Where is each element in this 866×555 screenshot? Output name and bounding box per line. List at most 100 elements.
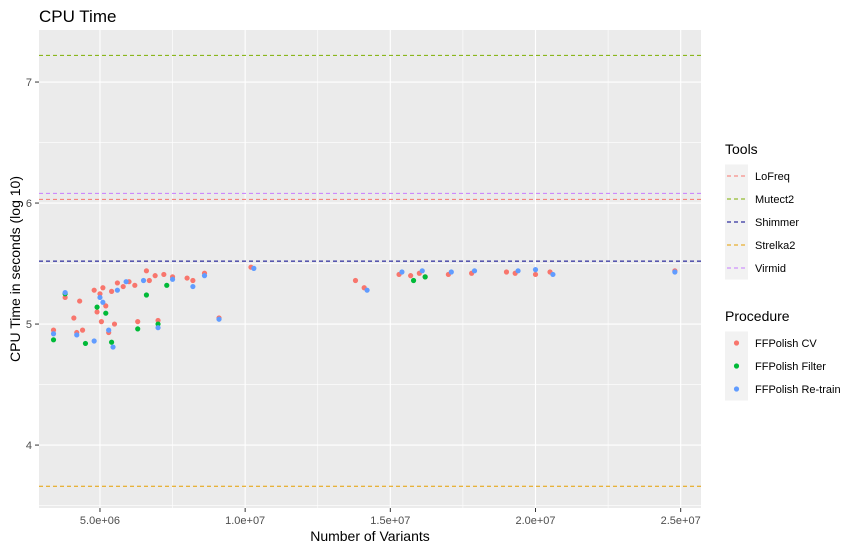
- point-ffpolish-cv: [77, 298, 83, 304]
- point-ffpolish-re-train: [201, 273, 208, 279]
- point-ffpolish-filter: [422, 274, 428, 280]
- point-ffpolish-cv: [155, 317, 161, 324]
- tools-legend: Tools LoFreq Mutect2 Shimmer Strelka2 Virmid: [725, 141, 799, 280]
- y-tick-label: 7: [26, 77, 32, 89]
- y-tick-label: 4: [26, 440, 32, 452]
- legend-label: FFPolish Re-train: [755, 384, 841, 396]
- point-ffpolish-cv: [71, 315, 77, 321]
- point-ffpolish-cv: [532, 271, 539, 278]
- x-tick-label: 5.0e+06: [80, 515, 120, 527]
- point-ffpolish-filter: [155, 321, 161, 327]
- x-tick-label: 1.5e+07: [370, 515, 410, 527]
- point-ffpolish-re-train: [123, 279, 129, 285]
- point-ffpolish-cv: [352, 277, 359, 284]
- point-ffpolish-cv: [161, 271, 167, 278]
- legend-label: FFPolish CV: [755, 338, 817, 350]
- legend-label: Shimmer: [755, 217, 799, 229]
- point-ffpolish-filter: [135, 326, 141, 332]
- point-ffpolish-cv: [120, 283, 126, 290]
- point-ffpolish-re-train: [50, 331, 57, 337]
- point-ffpolish-cv: [108, 288, 115, 294]
- x-tick-label: 2.0e+07: [515, 515, 555, 527]
- point-ffpolish-cv: [91, 287, 97, 293]
- point-ffpolish-re-train: [550, 271, 556, 278]
- point-ffpolish-re-train: [62, 289, 68, 296]
- point-ffpolish-cv: [103, 303, 109, 309]
- point-ffpolish-re-train: [91, 338, 97, 344]
- point-ffpolish-re-train: [216, 316, 222, 322]
- point-ffpolish-cv: [94, 309, 100, 315]
- x-tick-label: 2.5e+07: [661, 515, 701, 527]
- legend-label: Strelka2: [755, 240, 795, 252]
- point-ffpolish-cv: [111, 321, 118, 327]
- x-axis-label: Number of Variants: [310, 528, 430, 544]
- major-gridlines: [39, 30, 701, 508]
- point-ffpolish-re-train: [364, 287, 370, 293]
- point-ffpolish-re-train: [471, 268, 478, 274]
- point-ffpolish-re-train: [169, 276, 176, 282]
- legend-point-swatch: [733, 363, 740, 369]
- point-ffpolish-cv: [146, 277, 152, 284]
- legend-label: FFPolish Filter: [755, 361, 826, 373]
- tool-reference-lines: [39, 54, 701, 487]
- point-ffpolish-filter: [410, 277, 417, 284]
- x-tick-label: 1.0e+07: [225, 515, 265, 527]
- point-ffpolish-cv: [143, 268, 150, 274]
- point-ffpolish-re-train: [114, 287, 120, 293]
- point-ffpolish-cv: [98, 319, 105, 325]
- point-ffpolish-filter: [82, 340, 89, 347]
- point-ffpolish-cv: [503, 269, 510, 275]
- point-ffpolish-filter: [108, 339, 115, 345]
- point-ffpolish-filter: [50, 337, 57, 343]
- point-ffpolish-re-train: [448, 269, 454, 275]
- point-ffpolish-cv: [50, 327, 57, 333]
- point-ffpolish-re-train: [155, 325, 161, 331]
- point-ffpolish-re-train: [532, 267, 539, 273]
- y-tick-label: 6: [26, 198, 32, 210]
- point-ffpolish-cv: [152, 273, 158, 279]
- point-ffpolish-cv: [184, 275, 190, 281]
- legend-label: Virmid: [755, 263, 786, 275]
- point-ffpolish-re-train: [251, 265, 257, 271]
- point-ffpolish-re-train: [515, 268, 521, 274]
- point-ffpolish-cv: [114, 280, 120, 286]
- point-ffpolish-re-train: [100, 299, 106, 305]
- point-ffpolish-cv: [408, 273, 414, 279]
- point-ffpolish-re-train: [190, 283, 196, 290]
- chart-title: CPU Time: [39, 7, 116, 26]
- point-ffpolish-re-train: [672, 269, 678, 275]
- point-ffpolish-filter: [103, 310, 109, 316]
- minor-gridlines: [39, 30, 701, 508]
- legend-title: Procedure: [725, 308, 790, 324]
- point-ffpolish-re-train: [110, 344, 116, 350]
- legend-label: Mutect2: [755, 194, 794, 206]
- point-ffpolish-cv: [79, 327, 86, 333]
- legend-point-swatch: [733, 340, 740, 346]
- procedure-legend: Procedure FFPolish CV FFPolish Filter FFPol…: [725, 308, 841, 401]
- data-points: [50, 264, 678, 350]
- point-ffpolish-re-train: [399, 269, 405, 275]
- point-ffpolish-re-train: [74, 332, 80, 338]
- legend-point-swatch: [733, 386, 740, 392]
- point-ffpolish-filter: [94, 304, 100, 310]
- legend-title: Tools: [725, 141, 758, 157]
- plot-panel: [39, 30, 701, 508]
- legend-label: LoFreq: [755, 171, 790, 183]
- point-ffpolish-cv: [190, 277, 196, 284]
- point-ffpolish-cv: [97, 291, 103, 297]
- point-ffpolish-re-train: [419, 268, 425, 274]
- point-ffpolish-cv: [62, 294, 68, 301]
- point-ffpolish-filter: [143, 292, 150, 298]
- point-ffpolish-cv: [135, 319, 141, 325]
- y-axis-label: CPU Time in seconds (log 10): [7, 176, 23, 362]
- x-axis: 5.0e+06 1.0e+07 1.5e+07 2.0e+07 2.5e+07: [80, 508, 701, 527]
- point-ffpolish-re-train: [140, 277, 147, 284]
- point-ffpolish-cv: [100, 285, 106, 291]
- point-ffpolish-re-train: [106, 327, 112, 333]
- y-tick-label: 5: [26, 319, 32, 331]
- point-ffpolish-filter: [164, 282, 170, 288]
- y-axis: 4 5 6 7: [26, 77, 39, 452]
- point-ffpolish-re-train: [97, 294, 103, 301]
- point-ffpolish-cv: [132, 282, 138, 288]
